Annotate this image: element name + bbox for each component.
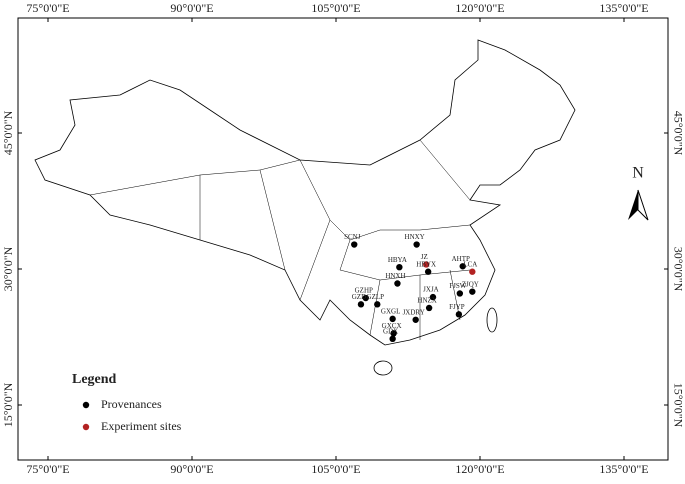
taiwan [486,307,498,333]
site-point [362,294,369,302]
site-point [394,280,401,287]
site-label: HBYX [416,260,436,268]
lat-label: 15°0'0"N [1,382,15,427]
site-point [425,304,433,312]
lat-label: 45°0'0"N [1,110,15,155]
site-label: JXDRY [403,308,425,316]
site-label: JZ [421,253,428,261]
legend-title: Legend [72,372,117,387]
site-point [396,263,403,271]
site-label: GDX [383,327,398,335]
north-arrow [628,189,649,221]
site-point [374,301,381,308]
lon-label: 105°0'0"E [311,462,360,476]
lon-label: 120°0'0"E [455,1,504,15]
lon-label: 75°0'0"E [26,462,69,476]
site-label: LCA [463,260,477,268]
site-label: GXCX [382,322,402,330]
site-point [413,241,420,248]
lat-label: 30°0'0"N [671,247,685,292]
lon-label: 135°0'0"E [599,462,648,476]
site-label: HNZX [417,297,436,305]
legend-label: Experiment sites [101,419,182,433]
site-point [469,268,476,275]
site-point [455,311,463,318]
site-point [389,315,396,323]
site-point [389,335,396,343]
site-label: HNXH [385,272,405,280]
site-point [412,316,419,323]
site-label: HNXY [405,233,425,241]
site-label: GZHP [355,287,373,295]
site-label: GZD [352,293,366,301]
lon-label: 120°0'0"E [455,462,504,476]
site-label: AHTP [452,255,470,263]
site-label: SCNJ [344,233,361,241]
lon-label: 90°0'0"E [170,1,213,15]
hainan [373,360,393,376]
site-point [423,261,430,268]
legend-marker [82,423,90,431]
site-point [351,241,358,248]
country-outline [34,39,576,346]
site-label: HBYA [388,256,407,264]
site-label: GXGL [381,307,400,315]
lat-label: 30°0'0"N [1,246,15,291]
legend-marker [82,401,90,409]
legend-label: Provenances [101,397,162,411]
site-label: GZLP [367,293,385,301]
lon-label: 75°0'0"E [26,1,69,15]
lon-label: 90°0'0"E [170,462,213,476]
lon-label: 105°0'0"E [311,1,360,15]
site-label: FJSW [449,282,467,290]
lon-label: 135°0'0"E [599,1,648,15]
site-point [459,263,466,270]
site-label: ZJQY [462,280,479,288]
site-point [456,290,464,297]
site-label: FJYP [449,303,465,311]
site-point [424,268,432,275]
site-point [390,330,397,337]
site-label: JXJA [423,286,439,294]
site-point [357,301,365,308]
site-point [429,293,437,301]
lat-label: 45°0'0"N [671,111,685,156]
lat-label: 15°0'0"N [671,383,685,428]
site-point [469,288,476,295]
province-lines [89,139,471,340]
north-label: N [632,165,644,182]
